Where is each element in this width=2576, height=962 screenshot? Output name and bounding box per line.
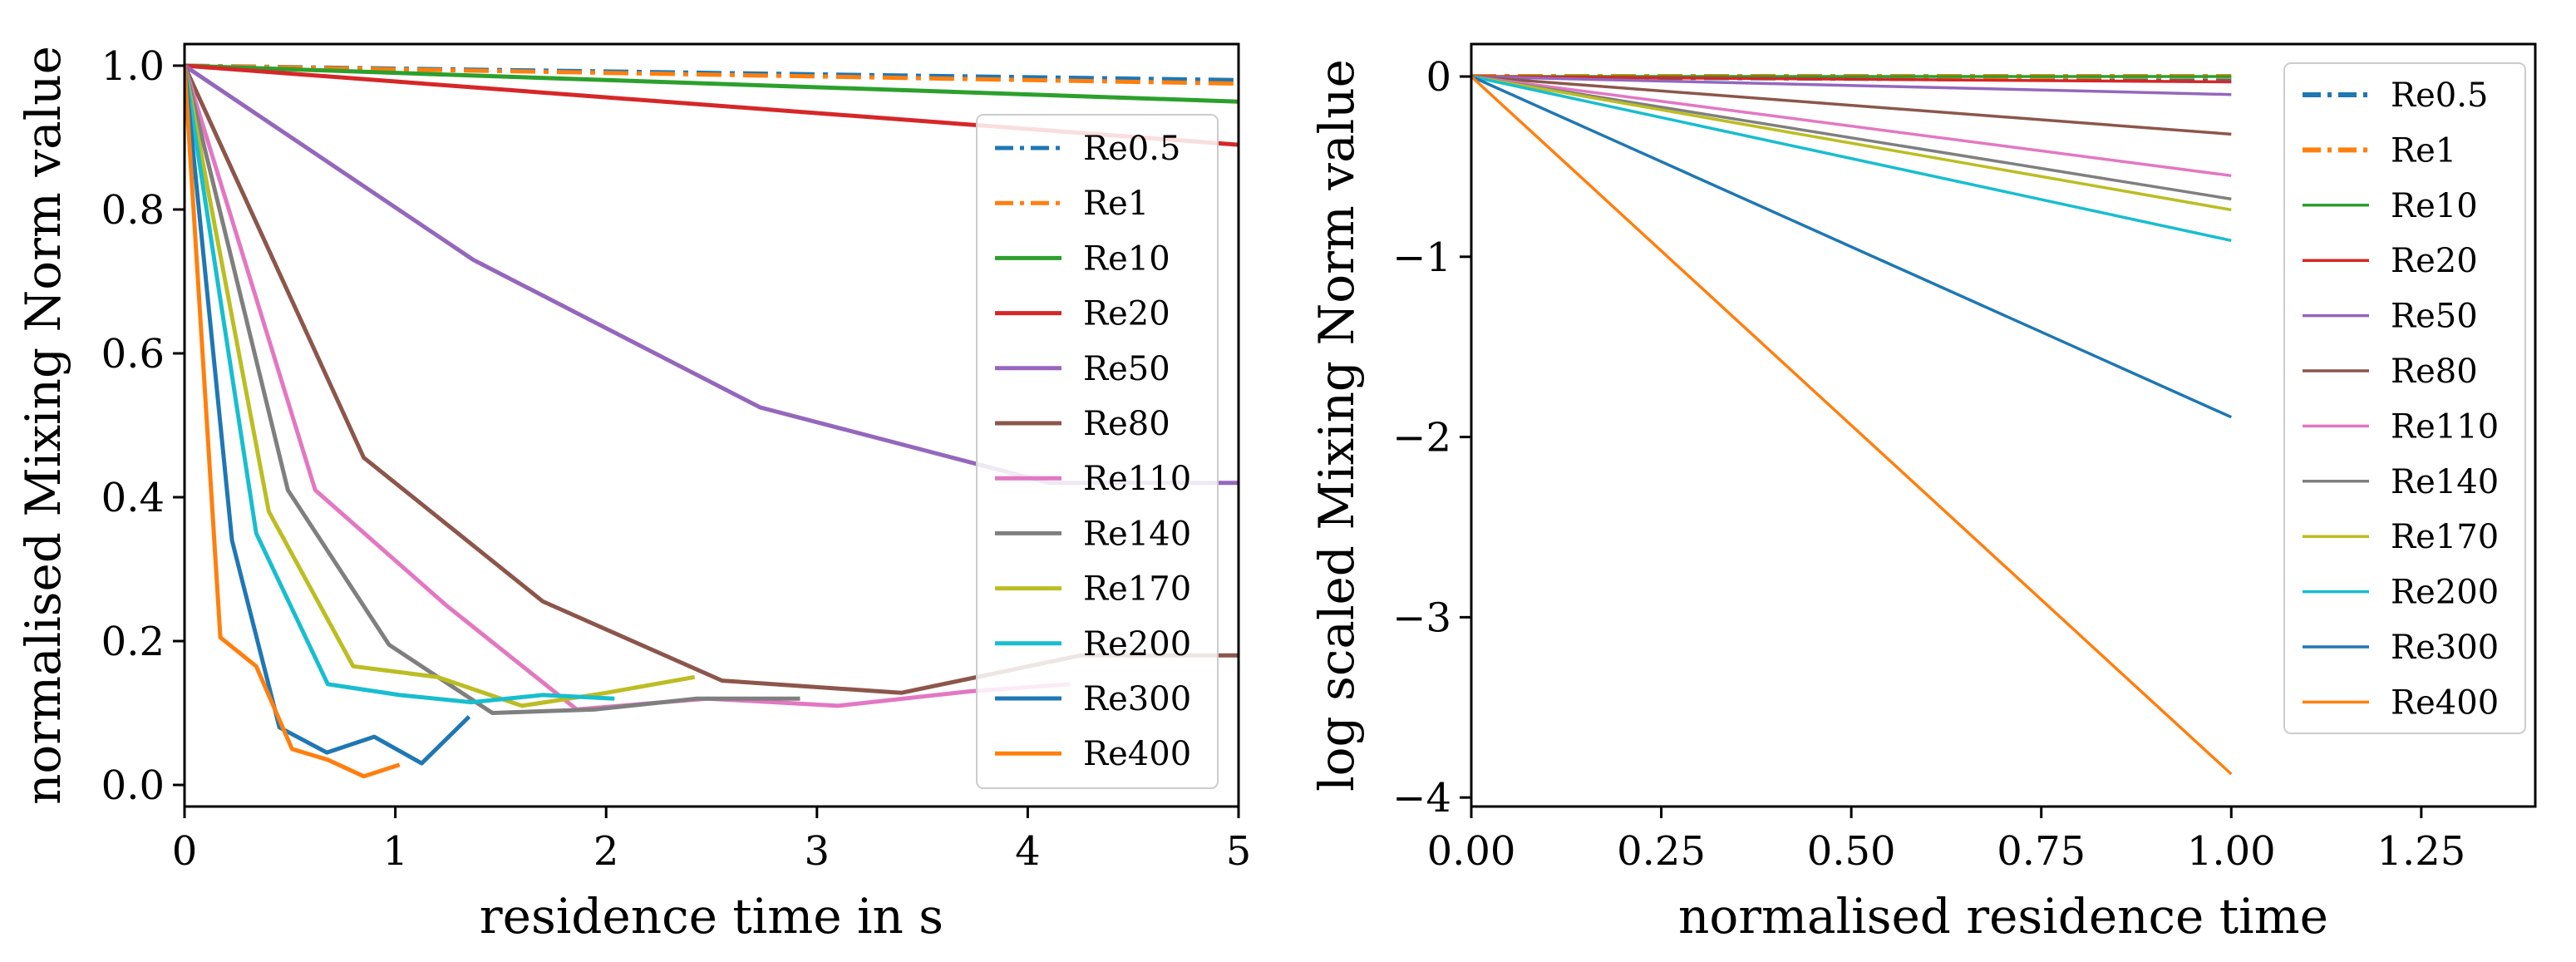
legend-label-re110: Re110 (1083, 460, 1191, 498)
legend-label-re20: Re20 (1083, 295, 1170, 333)
legend-label-re110: Re110 (2391, 407, 2499, 446)
legend-label-re50: Re50 (1083, 350, 1170, 388)
x-tick-label: 0.50 (1807, 828, 1896, 875)
x-tick-label: 3 (805, 828, 830, 875)
legend-label-re300: Re300 (1083, 680, 1191, 718)
legend-label-re300: Re300 (2391, 629, 2499, 667)
series-line-re80 (1471, 75, 2232, 136)
legend-label-re140: Re140 (2391, 463, 2499, 501)
legend-label-re10: Re10 (2391, 187, 2478, 225)
y-tick-label: −2 (1392, 415, 1451, 461)
y-tick-label: 0.8 (101, 187, 165, 234)
series-line-re140 (1471, 75, 2232, 201)
legend: Re0.5 Re1 Re10 Re20 Re50 Re80 Re110 Re140 Re170 R… (976, 114, 1219, 789)
series-line-re300 (185, 65, 471, 766)
x-axis-label: residence time in s (480, 888, 943, 945)
legend-label-re80: Re80 (1083, 405, 1170, 443)
axes-frame (1470, 42, 2537, 808)
legend-label-re400: Re400 (1083, 735, 1191, 773)
legend-label-re400: Re400 (2391, 683, 2499, 722)
legend-label-re50: Re50 (2391, 298, 2478, 336)
x-tick-label: 4 (1015, 828, 1041, 875)
y-tick-label: 0 (1426, 54, 1451, 101)
series-line-re1 (185, 63, 1239, 86)
x-tick-label: 0 (172, 828, 198, 875)
y-tick-label: −3 (1392, 594, 1451, 641)
x-axis-label: normalised residence time (1678, 888, 2328, 945)
series-line-re20 (1471, 75, 2232, 84)
legend-label-re80: Re80 (2391, 353, 2478, 391)
y-axis-label: log scaled Mixing Norm value (1308, 59, 1365, 792)
legend-label-re140: Re140 (1083, 515, 1191, 553)
x-tick-label: 1 (382, 828, 408, 875)
y-tick-label: 1.0 (101, 43, 165, 90)
legend-label-re0-5: Re0.5 (1083, 130, 1180, 168)
series-line-re170 (185, 65, 696, 708)
legend-label-re170: Re170 (1083, 570, 1191, 609)
series-line-re10 (185, 63, 1239, 104)
x-tick-label: 5 (1226, 828, 1252, 875)
legend: Re0.5 Re1 Re10 Re20 Re50 Re80 Re110 Re140 Re170 R… (2283, 62, 2526, 734)
legend-label-re170: Re170 (2391, 518, 2499, 556)
legend-box (2283, 62, 2526, 734)
y-tick-label: 0.0 (101, 762, 165, 809)
x-tick-label: 1.00 (2187, 828, 2276, 875)
y-tick-label: −1 (1392, 234, 1451, 281)
series-line-re300 (1471, 75, 2233, 419)
series-line-re200 (185, 65, 615, 705)
legend-label-re20: Re20 (2391, 242, 2478, 280)
series-line-re110 (185, 65, 1071, 712)
y-tick-label: −4 (1392, 775, 1451, 821)
series-line-re400 (1471, 75, 2233, 776)
x-tick-label: 0.00 (1427, 828, 1516, 875)
y-tick-label: 0.2 (101, 619, 165, 665)
legend-label-re200: Re200 (2391, 574, 2499, 612)
series-line-re200 (1471, 75, 2232, 243)
series-line-re170 (1471, 75, 2232, 212)
y-tick-label: 0.4 (101, 475, 165, 521)
x-tick-label: 0.25 (1617, 828, 1706, 875)
legend-box (976, 114, 1219, 789)
y-axis-label: normalised Mixing Norm value (15, 46, 71, 805)
series-group (1471, 74, 2233, 776)
right-chart-log-mixing-norm: 0.00 0.25 0.50 0.75 1.00 1.25 0 −1 −2 −3 −4 normali… (1308, 42, 2537, 945)
legend-label-re200: Re200 (1083, 625, 1191, 664)
left-chart-mixing-norm: 0 1 2 3 4 5 0.0 0.2 0.4 0.6 0.8 1.0 residence time i… (15, 42, 1252, 945)
x-tick-label: 0.75 (1997, 828, 2086, 875)
y-tick-label: 0.6 (101, 331, 165, 377)
legend-label-re10: Re10 (1083, 239, 1170, 278)
legend-label-re1: Re1 (2391, 131, 2456, 170)
legend-label-re1: Re1 (1083, 185, 1149, 223)
series-line-re50 (1471, 75, 2232, 96)
legend-label-re0-5: Re0.5 (2391, 76, 2488, 115)
x-tick-label: 2 (594, 828, 619, 875)
series-line-re400 (185, 65, 401, 779)
axes-frame (183, 42, 1240, 808)
series-line-re110 (1471, 75, 2232, 178)
series-line-re140 (185, 65, 800, 715)
x-tick-label: 1.25 (2377, 828, 2465, 875)
